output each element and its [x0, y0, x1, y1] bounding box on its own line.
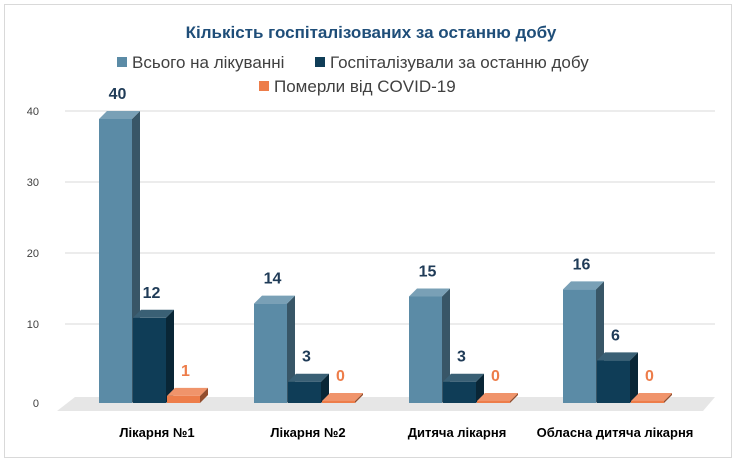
bar-front	[254, 303, 287, 403]
legend-entry: Померли від COVID-19	[274, 77, 456, 96]
chart-floor	[57, 397, 715, 411]
bar-top	[631, 393, 672, 401]
y-tick-label: 10	[27, 319, 39, 331]
data-label: 12	[143, 285, 161, 302]
legend: Всього на лікуванні Госпіталізували за ос…	[117, 53, 589, 96]
bar-side	[355, 393, 363, 403]
bar-top	[409, 288, 450, 297]
bar-side	[630, 352, 638, 403]
bar-top	[133, 309, 174, 318]
chart-frame: Кількість госпіталізованих за останню до…	[4, 4, 732, 458]
data-label: 16	[573, 256, 591, 273]
legend-swatch	[315, 57, 325, 67]
bar-top	[443, 373, 484, 382]
y-tick-label: 40	[27, 106, 39, 118]
data-label: 14	[264, 271, 282, 288]
legend-entry: Госпіталізували за останню добу	[330, 53, 589, 72]
bar-front	[167, 395, 200, 403]
bar-top	[563, 281, 604, 290]
data-label: 6	[611, 327, 620, 344]
bar-top	[597, 352, 638, 361]
bar-top	[288, 373, 329, 382]
bar-top	[477, 393, 518, 401]
bar-front	[288, 381, 321, 403]
data-label: 0	[491, 368, 500, 385]
data-label: 15	[419, 264, 437, 281]
category-label: Лікарня №1	[119, 425, 194, 440]
legend-entry: Всього на лікуванні	[132, 53, 284, 72]
bar-top	[99, 111, 140, 119]
bar-top	[254, 295, 295, 304]
data-label: 0	[336, 368, 345, 385]
bar-front	[597, 360, 630, 403]
bar-side	[442, 288, 450, 403]
data-label: 40	[109, 86, 127, 103]
bars	[99, 111, 672, 403]
y-tick-label: 0	[33, 398, 39, 410]
category-label: Дитяча лікарня	[408, 425, 507, 440]
bar-front	[443, 381, 476, 403]
category-label: Лікарня №2	[270, 425, 345, 440]
chart-svg: Кількість госпіталізованих за останню до…	[27, 23, 715, 440]
bar-front	[563, 289, 596, 403]
data-label: 0	[645, 368, 654, 385]
bar-front	[133, 317, 166, 403]
legend-swatch	[117, 57, 127, 67]
bar-front	[477, 401, 510, 403]
data-label: 3	[457, 349, 466, 366]
data-label: 1	[181, 363, 190, 380]
data-label: 3	[302, 349, 311, 366]
bar-side	[476, 373, 484, 403]
bar-top	[167, 387, 208, 396]
y-tick-label: 20	[27, 248, 39, 260]
bar-front	[631, 401, 664, 403]
bar-front	[322, 401, 355, 403]
chart-floor-plane	[57, 397, 715, 411]
y-tick-label: 30	[27, 177, 39, 189]
bar-top	[322, 393, 363, 401]
category-label: Обласна дитяча лікарня	[537, 425, 694, 440]
bar-side	[287, 295, 295, 403]
bar-side	[321, 373, 329, 403]
bar-side	[510, 393, 518, 403]
legend-swatch	[259, 81, 269, 91]
bar-front	[99, 119, 132, 403]
bar-side	[166, 309, 174, 403]
bar-side	[664, 393, 672, 403]
bar-front	[409, 296, 442, 403]
category-labels: Лікарня №1 Лікарня №2 Дитяча лікарня Обласн…	[119, 425, 693, 440]
chart-title: Кількість госпіталізованих за останню до…	[186, 23, 557, 42]
bar-side	[200, 387, 208, 403]
